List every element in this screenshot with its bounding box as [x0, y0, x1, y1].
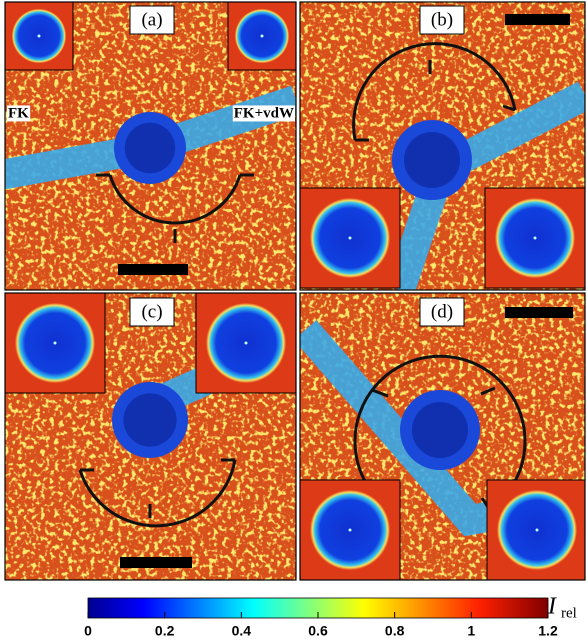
- panel-image: [300, 2, 585, 290]
- inset-dot: [536, 529, 539, 532]
- droplet-core: [123, 393, 176, 446]
- panels: (a) FK FK+vdW (b) (c) (d): [0, 2, 587, 580]
- inset-dot: [38, 35, 41, 38]
- droplet-core: [404, 132, 460, 188]
- inset-dot: [534, 237, 537, 240]
- colorbar-tick-label: 1: [467, 623, 475, 639]
- panel: (a) FK FK+vdW: [0, 2, 296, 290]
- panel-label: (a): [141, 9, 162, 30]
- colorbar-tick-label: 0.2: [155, 623, 175, 639]
- panel-image: [300, 293, 587, 580]
- inset-label: FK: [8, 105, 29, 121]
- inset-dot: [261, 35, 264, 38]
- panel-image: [5, 293, 296, 580]
- colorbar-symbol: I: [547, 594, 557, 620]
- inset-dot: [349, 237, 352, 240]
- inset-dot: [54, 342, 57, 345]
- droplet-core: [412, 402, 468, 458]
- panel-label: (b): [431, 9, 453, 30]
- panel-label: (c): [141, 301, 162, 322]
- scale-bar: [120, 557, 192, 568]
- panel-image: [0, 2, 296, 290]
- colorbar-tick-label: 1.2: [538, 623, 558, 639]
- scale-bar: [505, 307, 573, 318]
- panel: (b): [300, 2, 585, 290]
- colorbar-tick-label: 0.6: [308, 623, 328, 639]
- scale-bar: [505, 14, 570, 25]
- scale-bar: [118, 264, 188, 275]
- inset-label: FK+vdW: [234, 105, 294, 121]
- panel: (d): [300, 293, 587, 580]
- colorbar-tick-label: 0: [84, 623, 92, 639]
- colorbar-tick-label: 0.4: [232, 623, 252, 639]
- panel: (c): [5, 293, 296, 580]
- panel-label: (d): [431, 301, 453, 322]
- figure: (a) FK FK+vdW (b) (c) (d) 0 0.2 0.4 0.6 0.8 1 1.2 I…: [0, 0, 587, 643]
- inset-dot: [245, 342, 248, 345]
- droplet-core: [125, 123, 175, 173]
- colorbar-subscript: rel: [561, 605, 577, 621]
- colorbar-tick-label: 0.8: [385, 623, 405, 639]
- inset-dot: [349, 529, 352, 532]
